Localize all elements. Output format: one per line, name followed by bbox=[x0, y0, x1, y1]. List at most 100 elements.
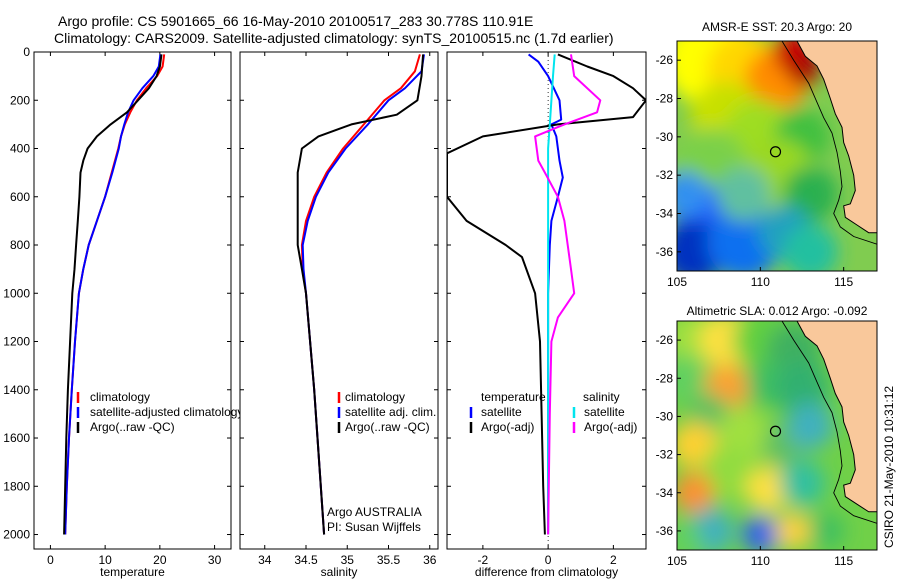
series-group bbox=[447, 53, 646, 535]
header-line1: Argo profile: CS 5901665_66 16-May-2010 … bbox=[58, 13, 533, 29]
float-marker bbox=[769, 146, 782, 158]
x-axis-label: temperature bbox=[100, 565, 165, 579]
float-marker bbox=[769, 425, 782, 437]
x-tick-label: 35 bbox=[341, 553, 355, 567]
field-blob bbox=[677, 522, 704, 550]
shelf-contour bbox=[781, 41, 877, 245]
legend-entry: Argo(-adj) bbox=[584, 420, 637, 434]
field-blob bbox=[677, 472, 714, 513]
plot-frame bbox=[239, 51, 439, 550]
field-blob bbox=[782, 224, 838, 271]
y-tick-label: 1200 bbox=[3, 335, 30, 349]
x-tick-label: 110 bbox=[751, 275, 770, 289]
y-tick-label: -32 bbox=[656, 168, 674, 182]
legend-entry: climatology bbox=[345, 390, 405, 404]
legend-entry: satellite adj. clim. bbox=[345, 405, 436, 419]
y-tick-label: -34 bbox=[656, 207, 674, 221]
x-tick-label: 2 bbox=[610, 553, 617, 567]
float-owner: Argo AUSTRALIA bbox=[327, 505, 422, 519]
x-tick-label: 0 bbox=[545, 553, 552, 567]
x-tick-label: -2 bbox=[478, 553, 489, 567]
series-group bbox=[63, 54, 166, 535]
x-tick-label: 105 bbox=[667, 554, 687, 568]
y-tick-label: -28 bbox=[656, 92, 674, 106]
y-tick-label: -30 bbox=[656, 409, 674, 423]
y-tick-label: -30 bbox=[656, 130, 674, 144]
panel-temperature: 0 10 20 30 0 200 400 600 800 1000 1200 1400 1600 1800… bbox=[3, 45, 243, 579]
y-tick-label: 800 bbox=[10, 238, 30, 252]
field-blob bbox=[677, 171, 709, 218]
legend-entry: satellite bbox=[481, 405, 522, 419]
legend-group-title: temperature bbox=[481, 390, 546, 404]
x-tick-label: 110 bbox=[751, 554, 770, 568]
series-line bbox=[534, 54, 602, 535]
legend-entry: Argo(-adj) bbox=[481, 420, 534, 434]
y-tick-label: 400 bbox=[10, 142, 30, 156]
field-blob bbox=[699, 446, 755, 502]
series-line bbox=[547, 54, 556, 535]
y-tick-label: 600 bbox=[10, 190, 30, 204]
y-tick-label: 0 bbox=[23, 45, 30, 59]
y-tick-label: -34 bbox=[656, 486, 674, 500]
plot-frame bbox=[446, 51, 647, 550]
panel-salinity: 34 34.5 35 35.5 36 salinity climatologysatelli… bbox=[239, 51, 439, 579]
x-tick-label: 0 bbox=[47, 553, 54, 567]
y-tick-label: 200 bbox=[10, 93, 30, 107]
y-tick-label: -32 bbox=[656, 448, 674, 462]
land bbox=[796, 41, 877, 234]
field-blob bbox=[677, 355, 709, 402]
legend-entry: Argo(..raw -QC) bbox=[345, 420, 430, 434]
x-tick-label: 10 bbox=[98, 553, 112, 567]
y-tick-label: -28 bbox=[656, 371, 674, 385]
series-group bbox=[296, 54, 425, 535]
map-sla-map: Altimetric SLA: 0.012 Argo: -0.092 105 110… bbox=[656, 304, 878, 568]
field-blob bbox=[808, 512, 846, 550]
map-title: AMSR-E SST: 20.3 Argo: 20 bbox=[702, 20, 852, 34]
map-sst-map: AMSR-E SST: 20.3 Argo: 20 105 110 115 -26 -28… bbox=[656, 20, 878, 289]
series-line bbox=[63, 54, 163, 535]
field-blob bbox=[787, 403, 834, 449]
field-blob bbox=[716, 166, 772, 222]
x-tick-label: 35.5 bbox=[377, 553, 401, 567]
map-field bbox=[677, 321, 877, 550]
y-tick-label: -36 bbox=[656, 245, 674, 259]
y-tick-label: 1400 bbox=[3, 383, 30, 397]
x-tick-label: 20 bbox=[153, 553, 167, 567]
ocean-blobs bbox=[677, 41, 838, 271]
series-line bbox=[64, 54, 162, 535]
header-line2: Climatology: CARS2009. Satellite-adjuste… bbox=[54, 30, 614, 46]
y-tick-label: 1600 bbox=[3, 431, 30, 445]
land bbox=[796, 321, 877, 513]
x-tick-label: 34.5 bbox=[294, 553, 318, 567]
x-tick-label: 34 bbox=[258, 553, 272, 567]
side-label: CSIRO 21-May-2010 10:31:12 bbox=[882, 386, 896, 548]
y-tick-label: 1800 bbox=[3, 479, 30, 493]
legend-entry: satellite-adjusted climatology bbox=[90, 405, 243, 419]
x-tick-label: 115 bbox=[834, 554, 853, 568]
series-line bbox=[296, 54, 425, 535]
map-field bbox=[677, 41, 877, 271]
shelf-contour bbox=[781, 321, 877, 524]
x-tick-label: 105 bbox=[667, 275, 687, 289]
legend-group-title: salinity bbox=[583, 390, 620, 404]
y-tick-label: 2000 bbox=[3, 528, 30, 542]
x-tick-label: 30 bbox=[208, 553, 222, 567]
map-frame bbox=[676, 320, 878, 551]
series-line bbox=[447, 53, 646, 535]
legend-entry: Argo(..raw -QC) bbox=[90, 420, 175, 434]
legend-entry: satellite bbox=[584, 405, 625, 419]
map-frame bbox=[676, 40, 878, 272]
y-tick-label: -26 bbox=[656, 333, 674, 347]
y-tick-label: -36 bbox=[656, 524, 674, 538]
ocean-blobs bbox=[677, 321, 846, 550]
float-pi: PI: Susan Wijffels bbox=[327, 520, 421, 534]
x-axis-label: salinity bbox=[321, 565, 358, 579]
field-blob bbox=[775, 512, 813, 550]
map-title: Altimetric SLA: 0.012 Argo: -0.092 bbox=[687, 304, 868, 318]
field-blob bbox=[779, 460, 825, 507]
plot-frame bbox=[33, 51, 232, 550]
field-blob bbox=[774, 360, 830, 416]
y-tick-label: 1000 bbox=[3, 286, 30, 300]
